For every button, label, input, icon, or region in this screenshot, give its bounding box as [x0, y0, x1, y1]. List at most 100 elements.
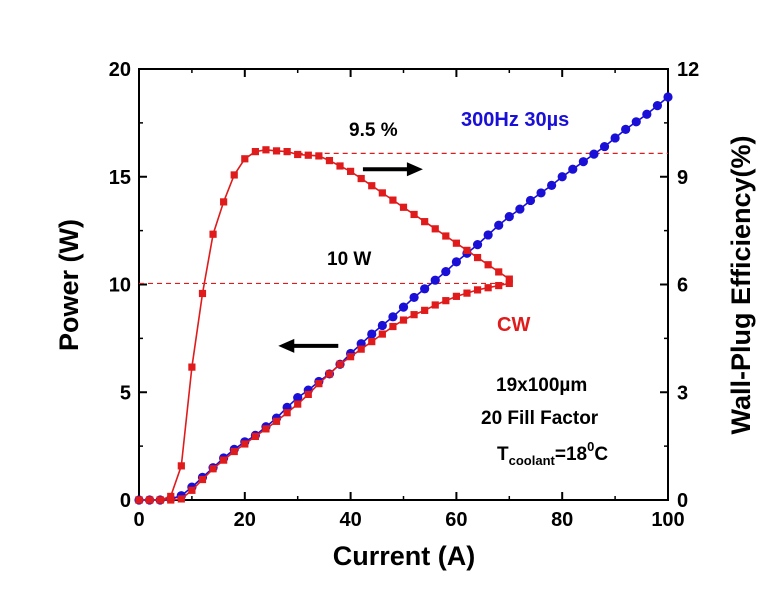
data-point-cw_power — [198, 475, 207, 484]
data-point-cw_power — [399, 316, 408, 324]
data-point-cw_efficiency — [484, 261, 492, 269]
data-point-cw_efficiency — [262, 146, 270, 154]
cw-series-label: CW — [497, 314, 530, 336]
temp-value: =18 — [555, 444, 587, 465]
data-point-pulsed_power — [525, 195, 536, 206]
x-tick-label: 20 — [234, 509, 256, 531]
x-tick-label: 80 — [551, 509, 573, 531]
y-axis-left-title: Power (W) — [54, 219, 84, 351]
data-point-pulsed_power — [631, 117, 641, 127]
data-point-cw_power — [495, 281, 503, 290]
data-point-cw_efficiency — [156, 496, 164, 504]
data-point-cw_efficiency — [188, 363, 196, 371]
axis-arrow-right-head — [406, 162, 423, 177]
data-point-cw_efficiency — [135, 496, 143, 504]
data-point-cw_power — [463, 289, 471, 297]
data-point-cw_efficiency — [347, 167, 355, 175]
data-point-cw_efficiency — [241, 155, 249, 163]
y-right-tick-label: 0 — [677, 490, 688, 512]
y-axis-right-title: Wall-Plug Efficiency(%) — [726, 135, 756, 434]
data-point-cw_power — [473, 286, 482, 294]
data-point-cw_efficiency — [294, 150, 302, 159]
data-point-pulsed_power — [377, 320, 387, 331]
data-point-pulsed_power — [557, 172, 567, 182]
pulsed-series-label: 300Hz 30µs — [461, 109, 569, 131]
temp-subscript: coolant — [509, 453, 556, 468]
x-tick-label: 40 — [339, 509, 361, 531]
data-point-cw_efficiency — [368, 182, 376, 190]
data-point-pulsed_power — [367, 329, 377, 339]
data-point-cw_power — [421, 306, 429, 314]
x-tick-label: 60 — [445, 509, 467, 531]
data-point-pulsed_power — [293, 393, 303, 403]
data-point-pulsed_power — [483, 230, 493, 240]
data-point-pulsed_power — [663, 92, 673, 102]
data-point-cw_power — [368, 338, 376, 346]
data-point-pulsed_power — [472, 240, 483, 250]
data-point-cw_efficiency — [251, 148, 259, 156]
data-point-cw_efficiency — [167, 492, 175, 501]
data-point-cw_power — [484, 284, 492, 292]
data-point-pulsed_power — [599, 141, 610, 152]
data-point-cw_efficiency — [304, 151, 312, 159]
data-point-cw_power — [188, 486, 196, 494]
data-point-pulsed_power — [652, 101, 663, 111]
efficiency-peak-label: 9.5 % — [349, 120, 398, 141]
data-point-pulsed_power — [504, 212, 514, 222]
cw-peak-power-label: 10 W — [327, 249, 371, 270]
y-right-tick-label: 3 — [677, 382, 688, 404]
y-left-tick-label: 15 — [109, 167, 131, 189]
data-point-cw_efficiency — [495, 268, 503, 276]
data-point-cw_efficiency — [421, 218, 429, 226]
data-point-pulsed_power — [536, 188, 546, 198]
data-point-cw_power — [272, 417, 281, 425]
data-point-pulsed_power — [420, 284, 430, 294]
x-tick-label: 0 — [133, 509, 144, 531]
data-point-pulsed_power — [441, 266, 451, 277]
temp-prefix: T — [497, 444, 509, 465]
data-point-cw_efficiency — [378, 189, 386, 197]
data-point-pulsed_power — [515, 204, 525, 214]
data-point-cw_power — [325, 370, 334, 378]
data-point-cw_efficiency — [145, 496, 154, 504]
data-point-cw_power — [262, 425, 270, 433]
data-point-cw_power — [294, 400, 302, 408]
data-point-pulsed_power — [547, 180, 557, 190]
data-point-pulsed_power — [430, 275, 440, 285]
data-point-cw_power — [220, 456, 228, 464]
data-point-cw_efficiency — [220, 198, 228, 206]
data-point-pulsed_power — [568, 164, 578, 174]
data-point-cw_power — [431, 301, 439, 309]
y-right-tick-label: 12 — [677, 59, 699, 81]
data-point-cw_power — [177, 495, 185, 503]
data-point-pulsed_power — [610, 133, 620, 143]
data-point-cw_power — [357, 345, 365, 353]
data-point-pulsed_power — [589, 149, 599, 159]
y-left-tick-label: 0 — [120, 490, 131, 512]
data-point-pulsed_power — [398, 302, 409, 312]
data-point-cw_efficiency — [357, 174, 365, 183]
y-left-tick-label: 20 — [109, 59, 131, 81]
data-point-cw_power — [505, 279, 513, 288]
data-point-cw_efficiency — [209, 230, 217, 238]
data-point-cw_power — [209, 465, 217, 473]
data-point-cw_efficiency — [463, 246, 471, 254]
data-point-cw_efficiency — [315, 152, 323, 160]
temp-unit: C — [594, 444, 608, 465]
data-point-cw_power — [452, 292, 460, 300]
data-point-cw_efficiency — [442, 232, 450, 240]
data-point-cw_efficiency — [452, 239, 460, 247]
data-point-cw_power — [304, 390, 312, 399]
series-line-cw_power — [139, 282, 510, 501]
data-point-cw_power — [442, 297, 450, 305]
y-left-tick-label: 10 — [109, 275, 131, 297]
y-right-tick-label: 6 — [677, 275, 688, 297]
data-point-cw_power — [410, 311, 418, 319]
data-point-cw_efficiency — [336, 162, 344, 170]
data-point-pulsed_power — [409, 292, 419, 303]
data-point-cw_efficiency — [272, 147, 281, 155]
data-point-pulsed_power — [388, 312, 398, 322]
data-point-pulsed_power — [494, 220, 504, 230]
